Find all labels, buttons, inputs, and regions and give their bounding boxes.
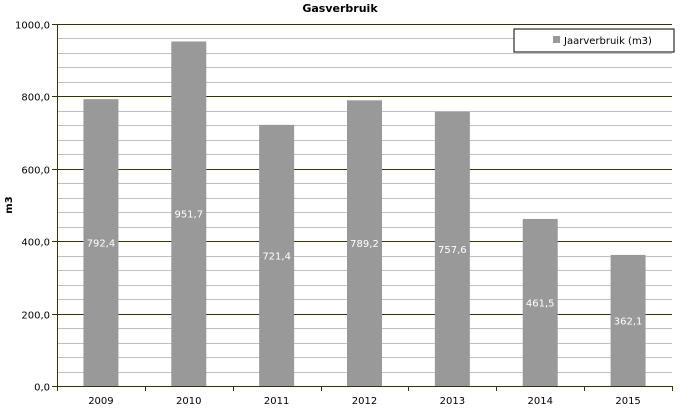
chart-title: Gasverbruik (302, 2, 378, 15)
x-tick-label: 2011 (264, 396, 289, 407)
data-label: 362,1 (614, 316, 643, 327)
bars: 792,4 951,7 721,4 789,2 757,6 461,5 362,1 (83, 41, 646, 387)
data-label: 461,5 (526, 298, 555, 309)
y-tick-label: 800,0 (21, 93, 50, 104)
x-tick-label: 2012 (352, 396, 377, 407)
x-tick-label: 2014 (527, 396, 552, 407)
bar (434, 111, 470, 386)
x-tick-label: 2010 (176, 396, 201, 407)
axes (52, 24, 673, 391)
tick-labels: 0,0 200,0 400,0 600,0 800,0 1000,0 2009 2010 201… (15, 21, 641, 408)
y-tick-label: 1000,0 (15, 21, 50, 32)
y-tick-label: 600,0 (21, 166, 50, 177)
y-tick-label: 200,0 (21, 311, 50, 322)
legend: Jaarverbruik (m3) (513, 28, 675, 53)
bar (259, 124, 295, 386)
data-label: 721,4 (262, 251, 291, 262)
data-label: 792,4 (87, 239, 116, 250)
bar (522, 218, 558, 386)
bar (347, 100, 382, 386)
y-tick-label: 400,0 (21, 238, 50, 249)
bar (610, 254, 646, 386)
data-label: 951,7 (174, 210, 203, 221)
legend-label: Jaarverbruik (m3) (563, 36, 652, 47)
bar (83, 99, 119, 387)
legend-box (513, 28, 675, 53)
x-tick-label: 2013 (440, 396, 465, 407)
y-tick-label: 0,0 (34, 383, 50, 394)
data-label: 757,6 (438, 245, 467, 256)
data-label: 789,2 (350, 239, 379, 250)
x-tick-label: 2015 (615, 396, 640, 407)
y-axis-label: m3 (4, 196, 15, 213)
bar (171, 41, 207, 387)
x-tick-label: 2009 (88, 396, 113, 407)
legend-swatch (553, 36, 560, 43)
